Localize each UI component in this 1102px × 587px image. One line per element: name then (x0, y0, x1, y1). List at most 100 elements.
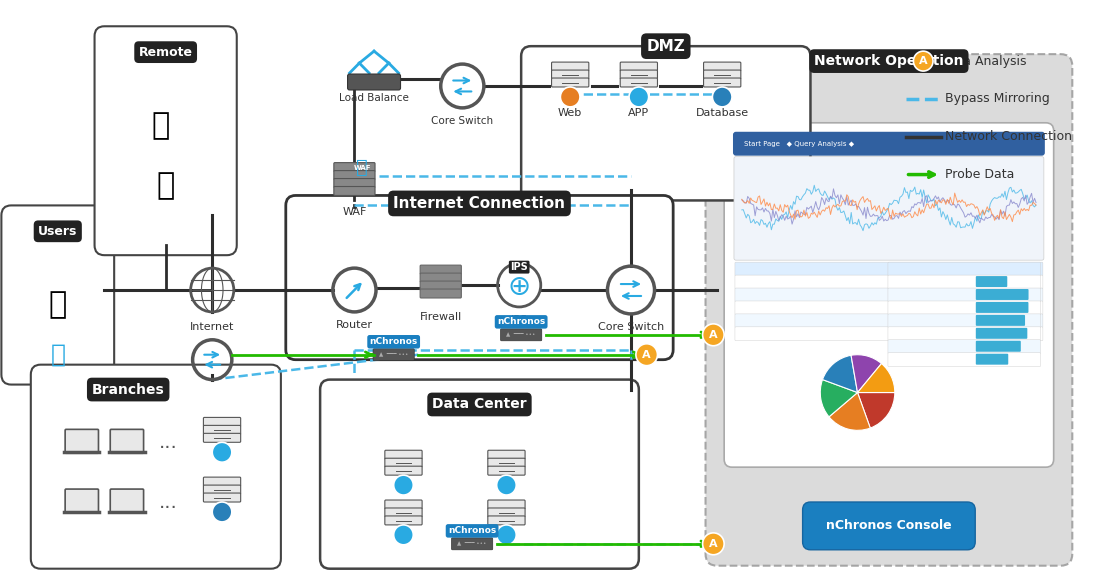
FancyBboxPatch shape (620, 70, 658, 79)
Circle shape (712, 87, 732, 107)
Text: Internet: Internet (190, 322, 235, 332)
FancyBboxPatch shape (620, 78, 658, 87)
Text: Start Page   ◆ Query Analysis ◆: Start Page ◆ Query Analysis ◆ (744, 141, 854, 147)
Text: 🖥: 🖥 (48, 291, 67, 319)
FancyBboxPatch shape (975, 276, 1007, 287)
FancyBboxPatch shape (320, 380, 639, 569)
FancyBboxPatch shape (975, 354, 1008, 365)
FancyBboxPatch shape (888, 340, 1040, 354)
Text: Bypass Mirroring: Bypass Mirroring (944, 92, 1049, 106)
FancyBboxPatch shape (735, 327, 1042, 341)
Wedge shape (822, 355, 857, 393)
FancyBboxPatch shape (385, 500, 422, 509)
Text: ⊕: ⊕ (508, 273, 531, 301)
FancyBboxPatch shape (334, 187, 375, 195)
Wedge shape (820, 380, 857, 417)
FancyBboxPatch shape (552, 70, 588, 79)
FancyBboxPatch shape (420, 265, 462, 274)
Text: Database: Database (695, 108, 748, 118)
Text: A: A (642, 350, 651, 360)
Text: ▲  ━━━ •••: ▲ ━━━ ••• (379, 352, 409, 357)
Circle shape (636, 344, 658, 366)
FancyBboxPatch shape (802, 502, 975, 550)
FancyBboxPatch shape (703, 62, 741, 71)
Text: Branches: Branches (91, 383, 164, 397)
Text: Core Switch: Core Switch (431, 116, 494, 126)
Circle shape (703, 324, 724, 346)
Text: nChronos Console: nChronos Console (826, 519, 952, 532)
Circle shape (629, 87, 649, 107)
Text: Core Switch: Core Switch (598, 322, 665, 332)
FancyBboxPatch shape (975, 341, 1020, 352)
Text: IPS: IPS (510, 315, 528, 325)
Text: IPS: IPS (510, 262, 528, 272)
FancyBboxPatch shape (733, 131, 1045, 156)
FancyBboxPatch shape (488, 466, 525, 475)
FancyBboxPatch shape (334, 178, 375, 187)
FancyBboxPatch shape (488, 516, 525, 525)
FancyBboxPatch shape (204, 485, 240, 494)
Text: DMZ: DMZ (647, 39, 685, 53)
FancyBboxPatch shape (385, 508, 422, 517)
Circle shape (393, 475, 413, 495)
FancyBboxPatch shape (735, 262, 1042, 276)
FancyBboxPatch shape (620, 62, 658, 71)
Text: WAF: WAF (354, 164, 371, 171)
FancyBboxPatch shape (735, 288, 1042, 302)
Text: nChronos: nChronos (497, 318, 545, 326)
FancyBboxPatch shape (374, 349, 414, 360)
FancyBboxPatch shape (703, 78, 741, 87)
FancyBboxPatch shape (204, 493, 240, 502)
FancyBboxPatch shape (334, 171, 375, 180)
FancyBboxPatch shape (888, 275, 1040, 289)
Text: 🛡: 🛡 (356, 158, 368, 177)
FancyBboxPatch shape (204, 417, 240, 426)
FancyBboxPatch shape (420, 273, 462, 282)
Text: Network Operation: Network Operation (814, 54, 963, 68)
Circle shape (703, 533, 724, 555)
Wedge shape (857, 393, 895, 428)
Text: Users: Users (39, 225, 77, 238)
Text: A: A (709, 539, 717, 549)
FancyBboxPatch shape (735, 275, 1042, 289)
FancyBboxPatch shape (705, 54, 1072, 566)
FancyBboxPatch shape (521, 46, 810, 200)
Text: ▲  ━━━ •••: ▲ ━━━ ••• (457, 541, 487, 546)
Text: 💻: 💻 (152, 112, 170, 140)
Text: APP: APP (628, 108, 649, 118)
FancyBboxPatch shape (95, 26, 237, 255)
Text: ▲  ━━━ •••: ▲ ━━━ ••• (507, 332, 536, 338)
FancyBboxPatch shape (500, 329, 542, 341)
Text: nChronos: nChronos (369, 338, 418, 346)
Text: Router: Router (336, 320, 372, 330)
FancyBboxPatch shape (347, 74, 400, 90)
FancyBboxPatch shape (65, 429, 98, 453)
Wedge shape (829, 393, 871, 430)
Text: Web: Web (558, 108, 582, 118)
Wedge shape (857, 363, 895, 393)
FancyBboxPatch shape (488, 508, 525, 517)
Text: Internet Connection: Internet Connection (393, 196, 565, 211)
FancyBboxPatch shape (488, 450, 525, 459)
Text: WAF: WAF (343, 207, 367, 217)
FancyBboxPatch shape (724, 123, 1054, 467)
FancyBboxPatch shape (420, 281, 462, 290)
FancyBboxPatch shape (204, 433, 240, 442)
FancyBboxPatch shape (734, 157, 1044, 260)
Circle shape (213, 442, 231, 462)
FancyBboxPatch shape (975, 289, 1028, 300)
FancyBboxPatch shape (975, 315, 1025, 326)
Text: A: A (709, 330, 717, 340)
Text: ...: ... (159, 433, 177, 452)
FancyBboxPatch shape (385, 466, 422, 475)
Text: nChronos: nChronos (449, 527, 496, 535)
FancyBboxPatch shape (888, 301, 1040, 315)
FancyBboxPatch shape (888, 327, 1040, 341)
Wedge shape (851, 355, 882, 393)
Circle shape (497, 525, 516, 545)
FancyBboxPatch shape (31, 365, 281, 569)
FancyBboxPatch shape (1, 205, 115, 384)
Circle shape (561, 87, 580, 107)
FancyBboxPatch shape (385, 516, 422, 525)
FancyBboxPatch shape (334, 163, 375, 171)
